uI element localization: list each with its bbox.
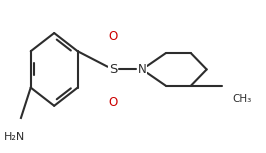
Text: CH₃: CH₃: [232, 94, 251, 104]
Text: O: O: [108, 96, 118, 109]
Text: H₂N: H₂N: [3, 132, 25, 142]
Text: O: O: [108, 30, 118, 43]
Text: N: N: [138, 63, 147, 76]
Text: S: S: [109, 63, 117, 76]
